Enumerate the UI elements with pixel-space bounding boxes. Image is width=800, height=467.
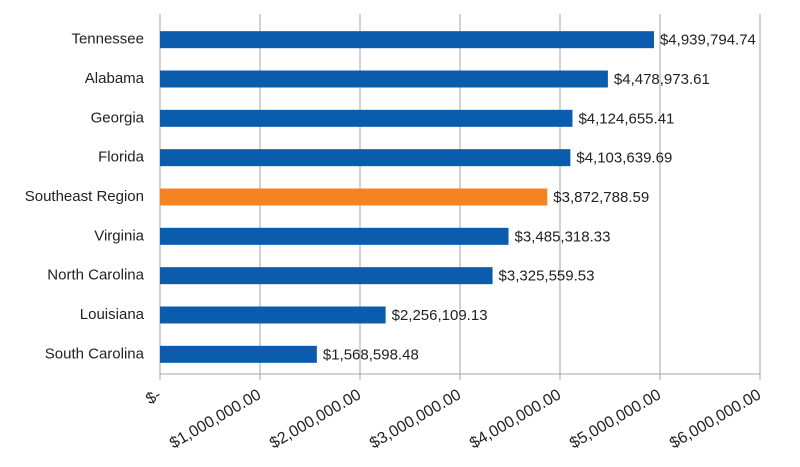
bar <box>160 345 317 363</box>
data-label: $4,939,794.74 <box>660 32 756 49</box>
bar <box>160 227 509 245</box>
y-tick-label: Florida <box>98 149 145 166</box>
y-tick-label: Louisiana <box>80 306 145 323</box>
y-tick-label: Southeast Region <box>25 188 144 205</box>
data-label: $4,124,655.41 <box>578 110 674 127</box>
bar <box>160 70 608 88</box>
bar <box>160 109 573 127</box>
y-tick-label: Alabama <box>85 70 145 87</box>
y-tick-label: Georgia <box>91 109 145 126</box>
bar <box>160 149 571 167</box>
x-tick-label: $- <box>143 386 164 408</box>
bar <box>160 31 654 49</box>
bar <box>160 267 493 285</box>
data-label: $2,256,109.13 <box>392 307 488 324</box>
data-label: $1,568,598.48 <box>323 346 419 363</box>
data-label: $4,103,639.69 <box>576 150 672 167</box>
bar <box>160 306 386 324</box>
data-label: $4,478,973.61 <box>614 71 710 88</box>
bar <box>160 188 548 206</box>
x-tick-label: $3,000,000.00 <box>367 386 464 452</box>
x-tick-label: $4,000,000.00 <box>467 386 564 452</box>
x-tick-label: $1,000,000.00 <box>167 386 264 452</box>
y-tick-label: South Carolina <box>45 345 145 362</box>
x-tick-label: $6,000,000.00 <box>667 386 764 452</box>
y-tick-label: Virginia <box>94 227 144 244</box>
y-tick-label: North Carolina <box>47 267 144 284</box>
data-label: $3,872,788.59 <box>553 189 649 206</box>
data-label: $3,485,318.33 <box>515 228 611 245</box>
y-tick-label: Tennessee <box>71 31 144 48</box>
x-tick-label: $5,000,000.00 <box>567 386 664 452</box>
data-label: $3,325,559.53 <box>499 268 595 285</box>
x-tick-label: $2,000,000.00 <box>267 386 364 452</box>
